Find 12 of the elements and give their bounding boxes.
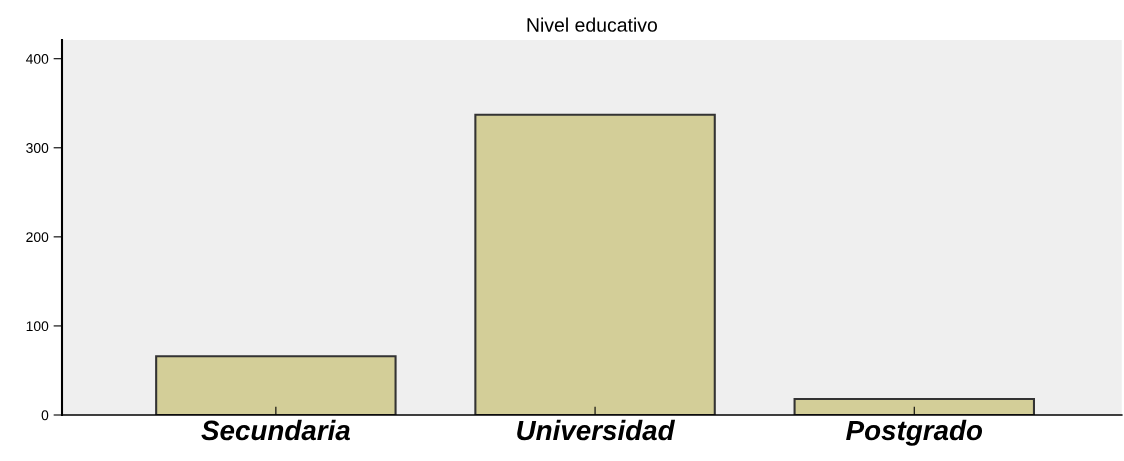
y-tick-label: 300 (26, 143, 49, 153)
y-tick-label: 200 (26, 232, 49, 243)
y-tick-label: 0 (41, 410, 49, 421)
bar (474, 113, 716, 415)
x-tick-label: Universidad (517, 419, 676, 441)
chart-title: Nivel educativo (527, 17, 657, 32)
bar (155, 355, 397, 415)
x-tick-label: Postgrado (846, 419, 983, 446)
y-tick-label: 400 (25, 54, 49, 64)
x-tick-label: Secundaria (201, 419, 350, 441)
bar (793, 397, 1036, 415)
y-tick-label: 100 (26, 321, 49, 332)
